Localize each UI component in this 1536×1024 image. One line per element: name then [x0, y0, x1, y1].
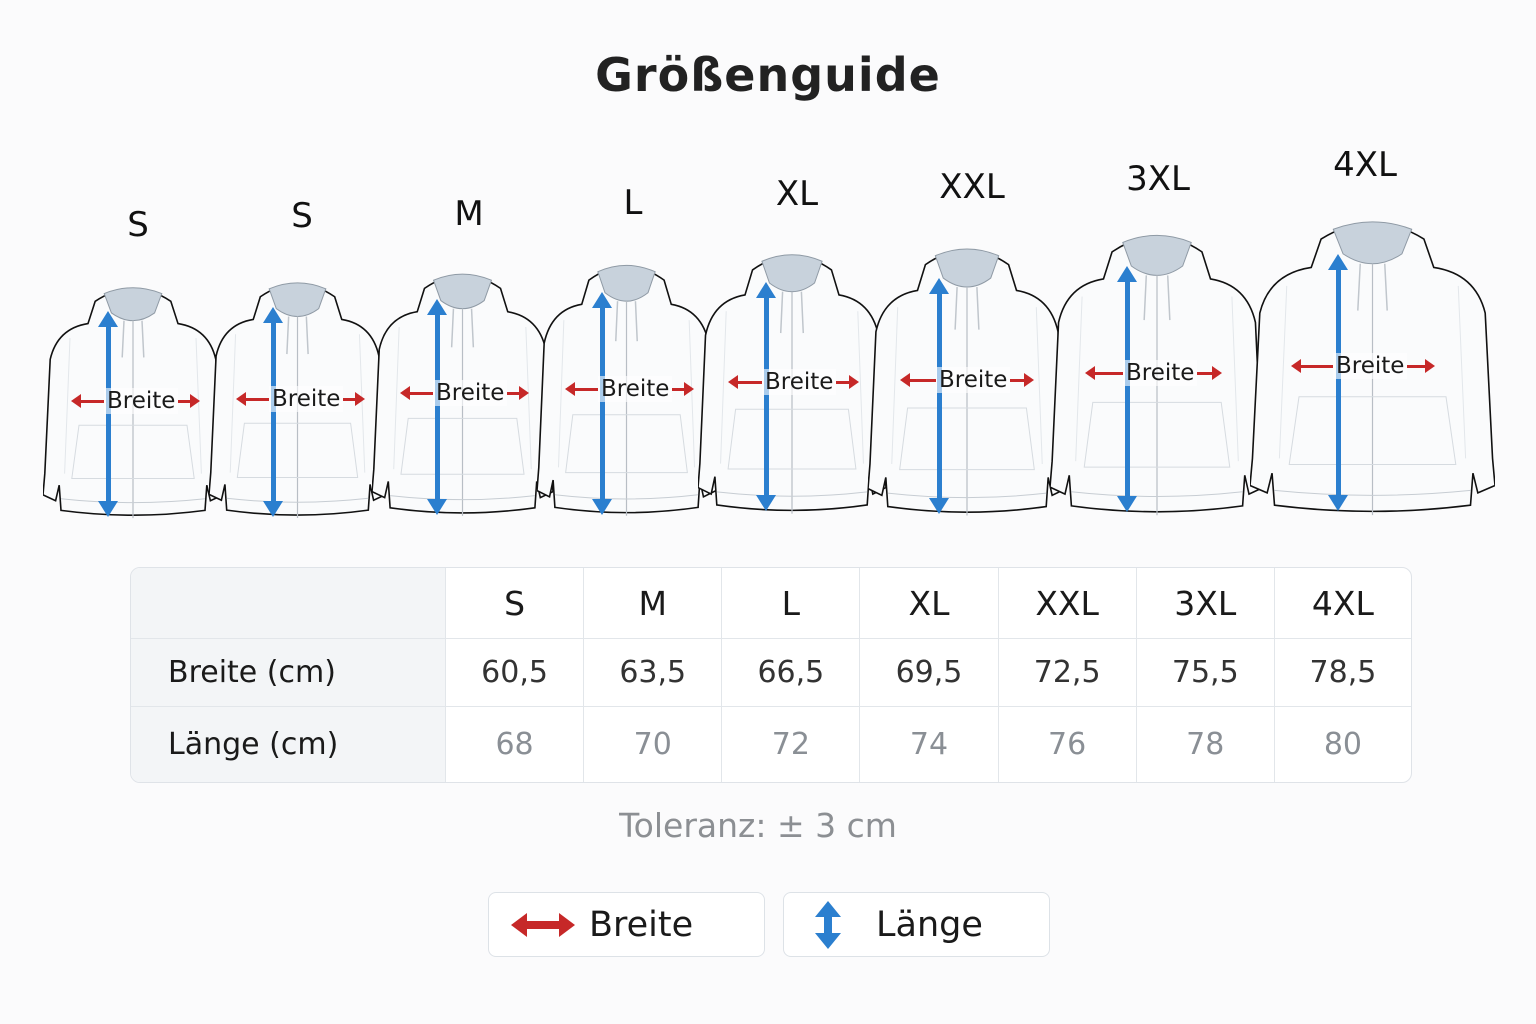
hoodie-figure: Breite [1250, 212, 1495, 520]
size-label: S [127, 205, 149, 245]
width-measure: Breite [565, 376, 695, 402]
width-measure: Breite [900, 367, 1035, 393]
table-cell: 66,5 [722, 639, 861, 707]
size-label: XL [775, 174, 819, 214]
size-label: 4XL [1333, 145, 1397, 185]
table-cell: 68 [446, 707, 585, 782]
width-arrow-right [1010, 372, 1035, 387]
width-arrow-left [400, 385, 433, 400]
table-cell: 76 [999, 707, 1137, 782]
width-arrow-left [71, 393, 104, 408]
width-label: Breite [104, 388, 179, 414]
row-label: Länge (cm) [131, 707, 446, 782]
table-cell: 72,5 [998, 639, 1137, 707]
width-measure: Breite [1291, 353, 1436, 379]
hoodie-figure: Breite [868, 240, 1066, 520]
tolerance-note: Toleranz: ± 3 cm [619, 806, 897, 845]
table-cell: 78 [1137, 707, 1275, 782]
width-arrow-left [1085, 365, 1123, 380]
hoodie-figure: Breite [698, 246, 886, 518]
table-corner [131, 568, 446, 639]
legend-label: Länge [876, 904, 983, 945]
width-arrow-right [672, 381, 695, 396]
length-arrow [427, 299, 447, 515]
row-label: Breite (cm) [131, 639, 446, 707]
width-measure: Breite [400, 380, 530, 406]
size-label: L [623, 183, 643, 223]
page-title: Größenguide [595, 48, 941, 102]
length-arrow [98, 311, 118, 517]
width-label: Breite [1123, 360, 1198, 386]
width-label: Breite [269, 386, 344, 412]
length-arrow [929, 278, 949, 514]
width-measure: Breite [236, 386, 366, 412]
legend-label: Breite [589, 904, 694, 945]
width-arrow-left [1291, 358, 1333, 373]
col-header-3xl: 3XL [1136, 568, 1275, 639]
table-header-row: S M L XL XXL 3XL 4XL [131, 568, 1411, 639]
col-header-xl: XL [860, 568, 999, 639]
width-arrow-left [236, 391, 269, 406]
table-cell: 75,5 [1136, 639, 1275, 707]
length-arrow [592, 292, 612, 515]
table-cell: 60,5 [446, 639, 585, 707]
table-row-breite: Breite (cm) 60,5 63,5 66,5 69,5 72,5 75,… [131, 639, 1411, 707]
length-arrow [263, 307, 283, 517]
width-measure: Breite [1085, 360, 1223, 386]
width-arrow-right [1407, 358, 1436, 373]
hoodie-figure: Breite [1050, 226, 1264, 520]
width-label: Breite [936, 367, 1011, 393]
size-label: XXL [939, 167, 1005, 207]
table-cell: 78,5 [1274, 639, 1411, 707]
col-header-m: M [584, 568, 723, 639]
col-header-l: L [722, 568, 861, 639]
table-cell: 74 [860, 707, 999, 782]
length-arrow [1328, 254, 1348, 511]
legend-breite: Breite [488, 892, 765, 957]
vertical-double-arrow-icon [815, 900, 841, 949]
hoodie-figure: Breite [537, 257, 716, 520]
size-table: S M L XL XXL 3XL 4XL Breite (cm) 60,5 63… [130, 567, 1412, 783]
width-measure: Breite [71, 388, 201, 414]
table-cell: 63,5 [584, 639, 723, 707]
hoodie-figure: Breite [43, 280, 223, 522]
table-cell: 72 [722, 707, 861, 782]
table-cell: 69,5 [860, 639, 999, 707]
size-label: M [454, 194, 484, 234]
length-arrow [1117, 266, 1137, 512]
width-label: Breite [1333, 353, 1408, 379]
col-header-s: S [446, 568, 585, 639]
length-arrow [756, 282, 776, 511]
legend-laenge: Länge [783, 892, 1050, 957]
width-arrow-right [507, 385, 530, 400]
size-label: 3XL [1126, 159, 1190, 199]
width-arrow-left [900, 372, 936, 387]
table-row-laenge: Länge (cm) 68 70 72 74 76 78 80 [131, 707, 1411, 782]
width-arrow-right [1197, 365, 1223, 380]
width-measure: Breite [728, 369, 860, 395]
col-header-4xl: 4XL [1274, 568, 1411, 639]
width-arrow-right [343, 391, 366, 406]
width-label: Breite [433, 380, 508, 406]
table-cell: 70 [584, 707, 723, 782]
hoodie-figure: Breite [209, 275, 386, 522]
horizontal-double-arrow-icon [511, 912, 575, 937]
width-arrow-left [728, 374, 762, 389]
width-arrow-left [565, 381, 598, 396]
table-cell: 80 [1323, 727, 1363, 762]
width-label: Breite [762, 369, 837, 395]
hoodie-figure: Breite [372, 266, 553, 520]
col-header-xxl: XXL [998, 568, 1137, 639]
width-arrow-right [178, 393, 201, 408]
size-label: S [291, 196, 313, 236]
width-label: Breite [598, 376, 673, 402]
width-arrow-right [836, 374, 860, 389]
